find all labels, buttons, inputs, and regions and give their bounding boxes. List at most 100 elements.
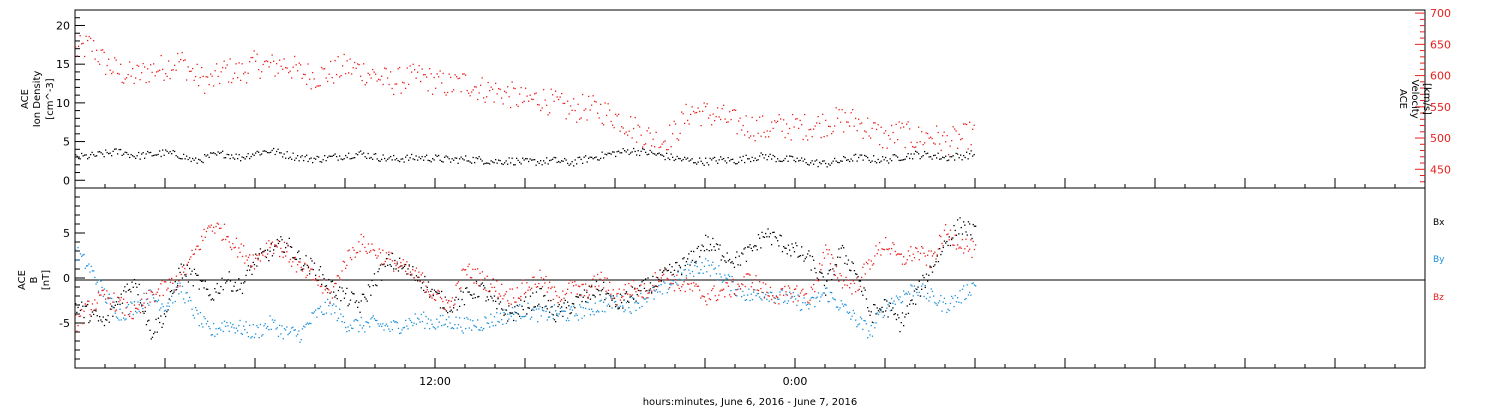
data-point-bz	[801, 290, 803, 292]
data-point-ion-density	[939, 158, 941, 160]
data-point-bx	[276, 238, 278, 241]
data-point-by	[453, 327, 455, 330]
data-point-by	[863, 319, 865, 322]
data-point-ion-density	[93, 154, 95, 156]
data-point-by	[724, 274, 726, 276]
data-point-ion-density	[129, 156, 131, 159]
data-point-by	[949, 302, 952, 305]
data-point-bx	[253, 263, 256, 266]
data-point-by	[690, 261, 692, 263]
data-point-by	[443, 324, 445, 326]
data-point-by	[565, 319, 568, 322]
data-point-by	[461, 330, 463, 332]
data-point-by	[875, 322, 877, 324]
data-point-velocity	[94, 58, 96, 60]
data-point-by	[709, 275, 712, 277]
data-point-by	[864, 320, 866, 322]
data-point-bz	[503, 295, 505, 297]
data-point-ion-density	[181, 158, 183, 160]
data-point-by	[359, 324, 361, 326]
data-point-by	[184, 302, 186, 304]
data-point-bx	[281, 239, 283, 241]
data-point-bz	[675, 279, 677, 281]
data-point-bz	[673, 290, 676, 292]
data-point-velocity	[877, 124, 879, 126]
data-point-bx	[235, 290, 238, 292]
data-point-bz	[83, 310, 85, 312]
data-point-by	[616, 295, 618, 297]
data-point-ion-density	[381, 158, 383, 161]
data-point-velocity	[103, 51, 105, 54]
data-point-velocity	[927, 132, 929, 135]
data-point-ion-density	[153, 154, 155, 157]
data-point-by	[907, 291, 910, 293]
data-point-bx	[917, 286, 919, 288]
data-point-ion-density	[331, 155, 333, 157]
data-point-velocity	[136, 64, 138, 66]
data-point-by	[312, 312, 314, 314]
data-point-bx	[589, 298, 592, 300]
data-point-bz	[612, 289, 614, 291]
data-point-velocity	[147, 68, 149, 70]
data-point-bz	[324, 289, 326, 291]
data-point-bz	[328, 289, 330, 291]
data-point-velocity	[402, 81, 404, 83]
data-point-velocity	[931, 137, 933, 140]
data-point-bz	[713, 285, 715, 287]
data-point-bx	[811, 255, 814, 258]
data-point-ion-density	[396, 157, 398, 160]
data-point-by	[304, 326, 306, 328]
data-point-by	[851, 315, 853, 317]
data-point-bx	[654, 285, 656, 287]
data-point-bz	[957, 244, 959, 246]
data-point-by	[136, 312, 138, 314]
data-point-bx	[339, 286, 341, 288]
data-point-velocity	[339, 76, 341, 78]
data-point-velocity	[112, 71, 114, 73]
data-point-by	[358, 330, 360, 333]
data-point-velocity	[972, 128, 974, 130]
data-point-bx	[677, 270, 679, 272]
data-point-bz	[497, 296, 499, 298]
data-point-velocity	[343, 53, 345, 56]
data-point-bx	[349, 299, 352, 301]
data-point-bx	[807, 253, 809, 255]
data-point-bx	[729, 258, 731, 261]
data-point-bz	[586, 289, 588, 291]
data-point-bz	[472, 268, 474, 270]
data-point-bz	[412, 269, 414, 271]
data-point-bx	[755, 245, 757, 247]
data-point-by	[555, 310, 557, 312]
data-point-bx	[78, 304, 80, 306]
data-point-bx	[124, 286, 126, 288]
data-point-velocity	[598, 117, 600, 119]
data-point-bx	[239, 288, 241, 290]
data-point-by	[477, 319, 479, 321]
data-point-by	[227, 325, 229, 327]
data-point-bx	[809, 255, 811, 257]
data-point-velocity	[832, 130, 834, 133]
data-point-bz	[887, 248, 889, 251]
data-point-velocity	[792, 113, 794, 116]
data-point-ion-density	[664, 158, 666, 161]
data-point-bx	[141, 305, 143, 307]
data-point-bz	[426, 289, 428, 291]
data-point-ion-density	[439, 159, 441, 161]
data-point-bx	[975, 225, 977, 227]
data-point-by	[113, 301, 115, 303]
data-point-bz	[385, 252, 388, 254]
data-point-by	[431, 323, 433, 326]
data-point-bz	[879, 242, 881, 244]
data-point-ion-density	[729, 160, 731, 162]
data-point-bx	[483, 284, 485, 287]
data-point-by	[196, 309, 198, 312]
data-point-bz	[417, 276, 419, 278]
data-point-ion-density	[783, 159, 785, 162]
data-point-bx	[81, 301, 83, 303]
data-point-velocity	[580, 117, 582, 119]
data-point-velocity	[573, 98, 575, 100]
data-point-bx	[216, 282, 218, 285]
data-point-bz	[549, 281, 551, 283]
data-point-ion-density	[489, 163, 491, 165]
data-point-bz	[909, 255, 911, 257]
